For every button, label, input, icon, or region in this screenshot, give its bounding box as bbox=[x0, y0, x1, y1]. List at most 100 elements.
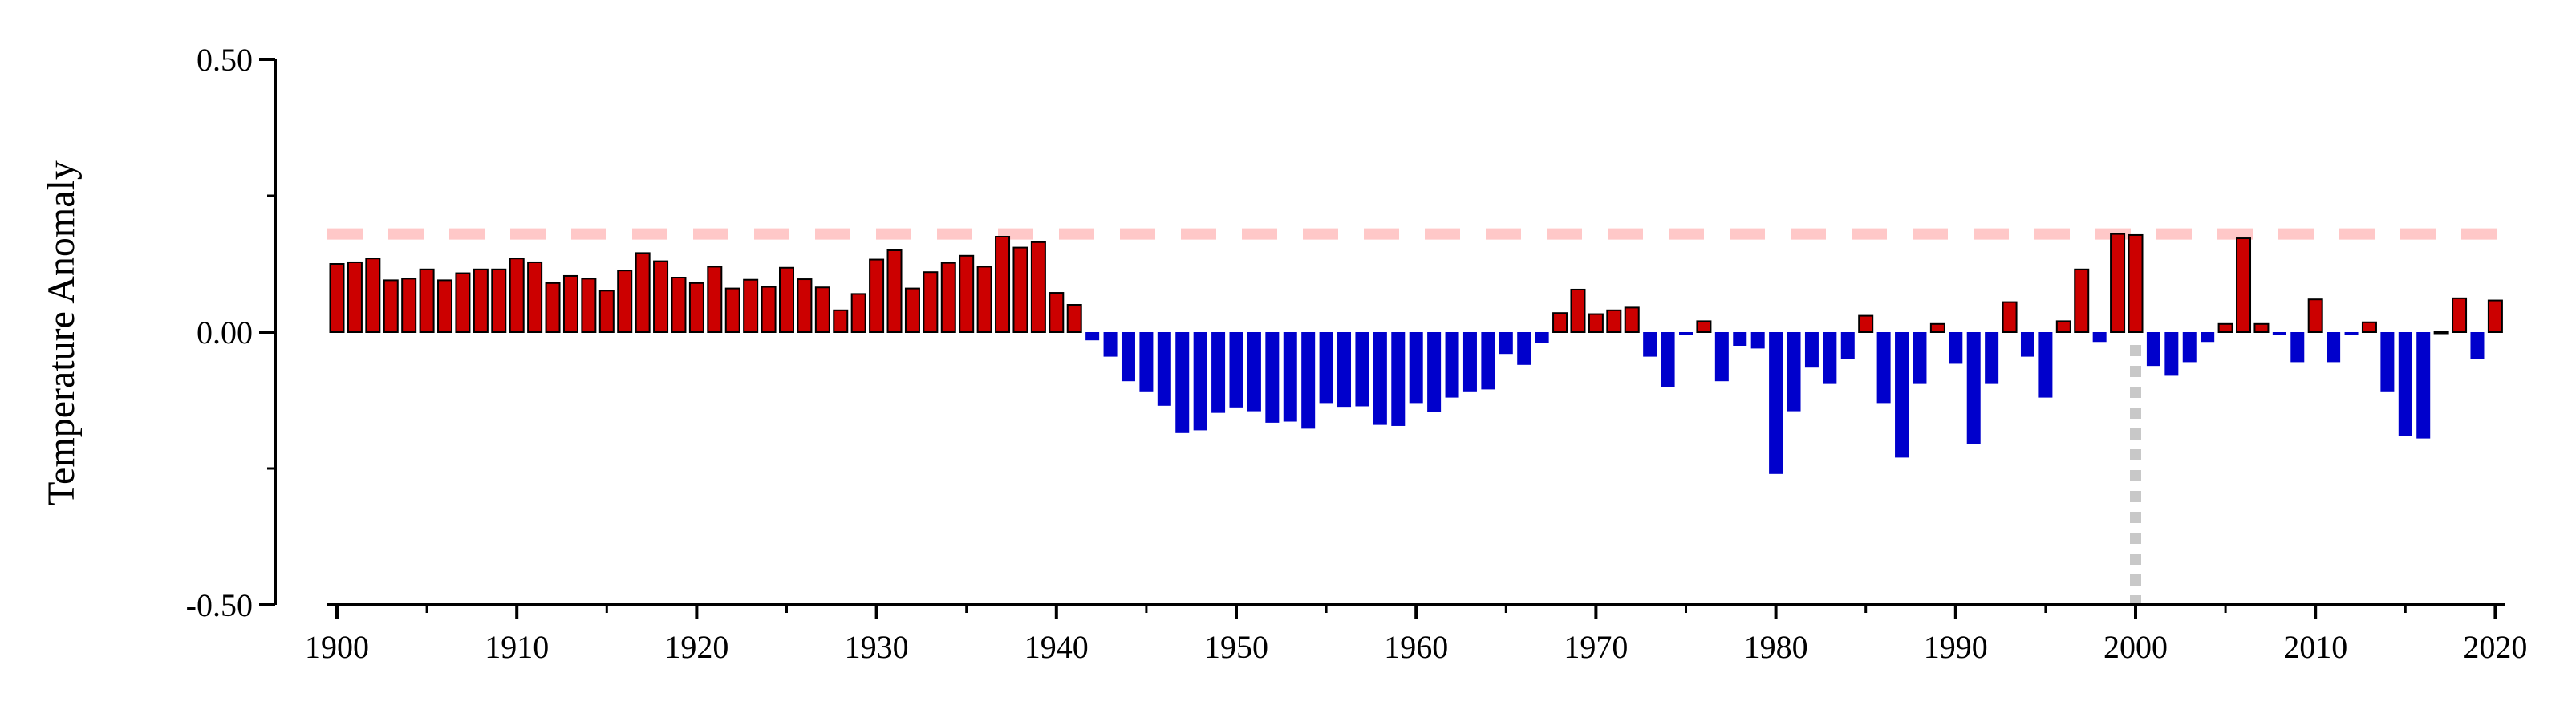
x-tick-label: 1900 bbox=[305, 629, 369, 665]
bar-2012 bbox=[2344, 332, 2359, 335]
bar-1926 bbox=[797, 278, 813, 334]
x-tick-label: 1930 bbox=[845, 629, 909, 665]
bar-1989 bbox=[1929, 322, 1945, 333]
bar-1965 bbox=[1499, 332, 1513, 355]
x-tick-label: 2000 bbox=[2103, 629, 2168, 665]
bar-1907 bbox=[455, 272, 471, 333]
bar-1925 bbox=[779, 266, 794, 334]
bar-1978 bbox=[1733, 332, 1747, 346]
bar-2019 bbox=[2470, 332, 2485, 359]
bar-1967 bbox=[1535, 332, 1549, 343]
bar-1903 bbox=[383, 279, 399, 333]
bar-2016 bbox=[2416, 332, 2431, 439]
bar-1972 bbox=[1624, 306, 1640, 333]
bar-1918 bbox=[653, 260, 669, 334]
bar-1960 bbox=[1409, 332, 1423, 404]
bar-1963 bbox=[1462, 332, 1477, 392]
x-tick-label: 2020 bbox=[2463, 629, 2527, 665]
bar-1973 bbox=[1643, 332, 1657, 357]
bar-1942 bbox=[1085, 332, 1100, 341]
bar-1951 bbox=[1247, 332, 1261, 412]
bar-1969 bbox=[1570, 288, 1586, 333]
bar-1906 bbox=[437, 279, 453, 333]
bar-1943 bbox=[1103, 332, 1118, 357]
bar-1939 bbox=[1030, 241, 1046, 333]
bar-1997 bbox=[2074, 268, 2090, 333]
bar-2017 bbox=[2433, 331, 2449, 335]
bar-1930 bbox=[869, 258, 885, 333]
bar-1996 bbox=[2055, 320, 2071, 333]
y-tick-label: -0.50 bbox=[186, 587, 253, 623]
bar-1968 bbox=[1552, 312, 1568, 334]
bar-1908 bbox=[473, 268, 489, 333]
bar-1937 bbox=[995, 236, 1011, 333]
x-tick-label: 1920 bbox=[664, 629, 728, 665]
bar-1935 bbox=[959, 254, 975, 333]
x-tick-label: 2010 bbox=[2283, 629, 2347, 665]
bar-1991 bbox=[1966, 332, 1981, 444]
bar-1940 bbox=[1049, 292, 1065, 334]
bar-1946 bbox=[1157, 332, 1171, 406]
bar-1916 bbox=[617, 270, 633, 333]
bar-1957 bbox=[1355, 332, 1369, 407]
bar-1915 bbox=[598, 290, 615, 334]
bar-1959 bbox=[1391, 332, 1406, 426]
bar-1902 bbox=[365, 258, 381, 334]
bar-1985 bbox=[1858, 314, 1874, 334]
bar-1932 bbox=[904, 287, 920, 334]
bars-group bbox=[329, 233, 2503, 474]
bar-1952 bbox=[1265, 332, 1280, 423]
bar-1912 bbox=[545, 282, 561, 333]
bar-1976 bbox=[1696, 320, 1712, 333]
bar-1914 bbox=[581, 278, 597, 333]
bar-1979 bbox=[1750, 332, 1765, 349]
x-tick-label: 1940 bbox=[1024, 629, 1089, 665]
bar-1911 bbox=[527, 261, 543, 333]
y-axis-title: Temperature Anomaly bbox=[40, 160, 83, 505]
bar-1900 bbox=[329, 263, 345, 333]
bar-1961 bbox=[1427, 332, 1442, 412]
bar-1956 bbox=[1337, 332, 1352, 408]
bar-1948 bbox=[1193, 332, 1207, 431]
bar-1980 bbox=[1769, 332, 1783, 474]
bar-1966 bbox=[1517, 332, 1531, 365]
bar-1981 bbox=[1787, 332, 1801, 412]
x-tick-label: 1980 bbox=[1744, 629, 1808, 665]
bar-1927 bbox=[814, 286, 830, 333]
bar-1941 bbox=[1066, 304, 1082, 333]
bar-1928 bbox=[833, 309, 849, 333]
bar-1936 bbox=[976, 266, 992, 333]
bar-2020 bbox=[2487, 299, 2503, 333]
bar-1901 bbox=[347, 261, 363, 333]
bar-1934 bbox=[940, 262, 956, 334]
bar-1909 bbox=[491, 268, 507, 333]
bar-1983 bbox=[1823, 332, 1837, 384]
bar-2013 bbox=[2361, 321, 2377, 334]
x-tick-label: 1910 bbox=[485, 629, 549, 665]
bar-1924 bbox=[761, 286, 777, 333]
x-tick-label: 1970 bbox=[1564, 629, 1628, 665]
bar-2018 bbox=[2452, 297, 2468, 333]
bar-1971 bbox=[1606, 309, 1622, 333]
bar-1945 bbox=[1139, 332, 1154, 392]
bar-1998 bbox=[2092, 332, 2107, 343]
bar-1931 bbox=[886, 249, 903, 333]
bar-1962 bbox=[1445, 332, 1459, 398]
bar-1988 bbox=[1913, 332, 1927, 384]
bar-1970 bbox=[1588, 313, 1604, 333]
bar-1921 bbox=[707, 266, 723, 333]
x-tick-label: 1950 bbox=[1204, 629, 1268, 665]
x-tick-label: 1990 bbox=[1924, 629, 1988, 665]
bar-1913 bbox=[562, 274, 578, 333]
bar-1947 bbox=[1175, 332, 1190, 433]
bar-2000 bbox=[2128, 233, 2144, 333]
bar-2010 bbox=[2307, 298, 2323, 334]
bar-1992 bbox=[1985, 332, 1999, 384]
bar-1994 bbox=[2020, 332, 2034, 357]
bar-1923 bbox=[743, 278, 759, 333]
bar-2007 bbox=[2253, 322, 2270, 333]
bar-2015 bbox=[2398, 332, 2412, 436]
bar-1933 bbox=[923, 271, 939, 334]
bar-2014 bbox=[2380, 332, 2395, 392]
